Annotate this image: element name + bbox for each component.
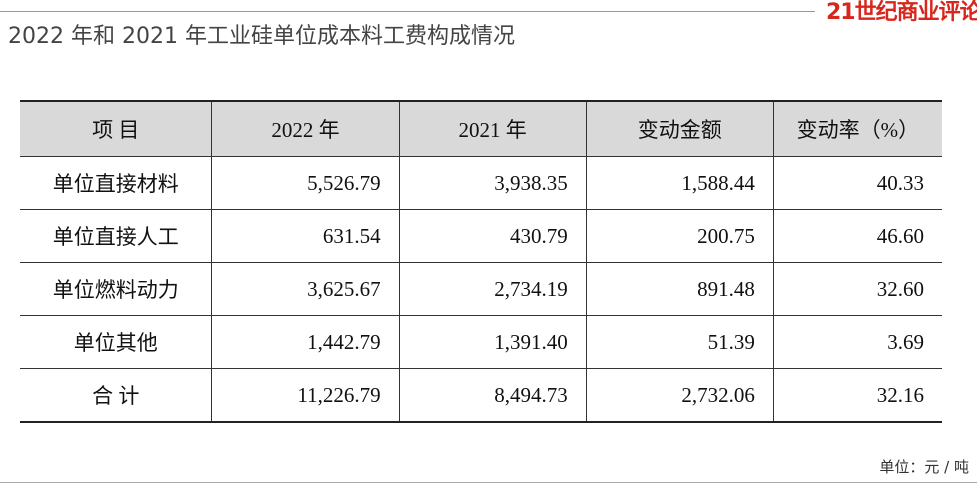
column-header: 2021 年 <box>398 101 587 157</box>
table-row: 单位直接人工 631.54 430.79 200.75 46.60 <box>20 209 942 263</box>
cell: 200.75 <box>585 209 774 263</box>
cell: 430.79 <box>398 209 587 263</box>
header-row: 项 目 2022 年 2021 年变动金额 变动率（%） <box>20 101 942 157</box>
cell: 8,494.73 <box>398 368 587 423</box>
table-row: 合 计 11,226.79 8,494.73 2,732.06 32.16 <box>20 368 942 423</box>
column-header: 项 目 <box>20 101 212 157</box>
cell: 1,391.40 <box>398 315 587 369</box>
table-body: 单位直接材料 5,526.79 3,938.35 1,588.44 40.33 单位直接人… <box>20 156 942 423</box>
row-label: 单位燃料动力 <box>20 262 212 316</box>
column-header: 变动率（%） <box>772 101 942 157</box>
title: 2022 年和 2021 年工业硅单位成本料工费构成情况 <box>8 24 515 49</box>
cell: 5,526.79 <box>211 156 400 210</box>
top-rule <box>0 11 815 12</box>
cost-table: 项 目 2022 年 2021 年变动金额 变动率（%） 单位直接材料 5,526.79 3… <box>20 100 942 423</box>
cell: 1,588.44 <box>585 156 774 210</box>
unit-note: 单位：元 / 吨 <box>879 458 969 476</box>
table-row: 单位直接材料 5,526.79 3,938.35 1,588.44 40.33 <box>20 156 942 210</box>
table-head: 项 目 2022 年 2021 年变动金额 变动率（%） <box>20 101 942 157</box>
table-row: 单位燃料动力 3,625.67 2,734.19 891.48 32.60 <box>20 262 942 316</box>
cell: 2,732.06 <box>585 368 774 423</box>
cell: 32.60 <box>772 262 942 316</box>
cell: 11,226.79 <box>211 368 400 423</box>
cell: 3,625.67 <box>211 262 400 316</box>
cell: 46.60 <box>772 209 942 263</box>
row-label: 合 计 <box>20 368 212 423</box>
row-label: 单位直接材料 <box>20 156 212 210</box>
table-row: 单位其他 1,442.79 1,391.40 51.39 3.69 <box>20 315 942 369</box>
cell: 32.16 <box>772 368 942 423</box>
column-header: 变动金额 <box>585 101 774 157</box>
cell: 2,734.19 <box>398 262 587 316</box>
bottom-rule <box>0 482 977 483</box>
cell: 3.69 <box>772 315 942 369</box>
brand: 21世纪商业评论 <box>826 0 977 25</box>
cell: 51.39 <box>585 315 774 369</box>
row-label: 单位其他 <box>20 315 212 369</box>
row-label: 单位直接人工 <box>20 209 212 263</box>
cell: 40.33 <box>772 156 942 210</box>
cell: 1,442.79 <box>211 315 400 369</box>
cell: 891.48 <box>585 262 774 316</box>
cell: 3,938.35 <box>398 156 587 210</box>
column-header: 2022 年 <box>211 101 400 157</box>
cell: 631.54 <box>211 209 400 263</box>
